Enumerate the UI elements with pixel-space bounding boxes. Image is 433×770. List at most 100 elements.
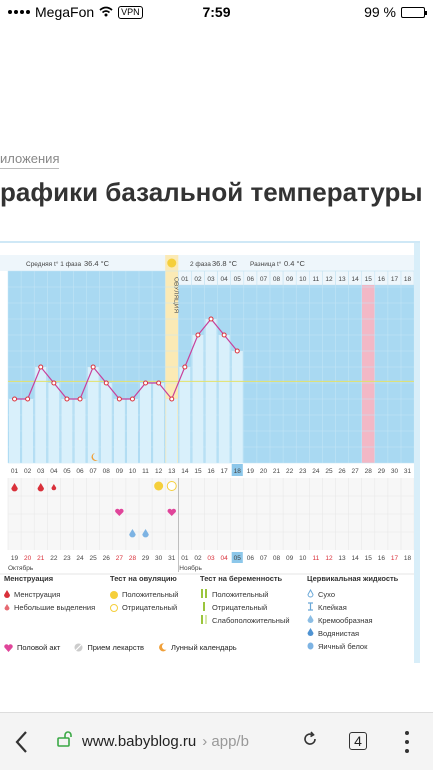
cycle-day-label: 13 [338,276,346,283]
legend-item: Лунный календарь [171,643,237,652]
day-label: 06 [76,468,84,475]
cycle-day-label: 07 [260,276,268,283]
browser-toolbar: www.babyblog.ru › app/b 4 [0,712,433,770]
negative-circle-icon [110,603,118,612]
date-label: 12 [325,555,333,562]
temperature-bar [126,399,138,463]
legend-item: Небольшие выделения [14,603,96,612]
clock: 7:59 [202,4,231,20]
temperature-bar [74,399,86,463]
double-stripe-icon [200,589,208,600]
egg-white-drop-icon [142,529,149,538]
date-label: 08 [273,555,281,562]
temperature-bar [87,367,99,463]
temperature-bar [179,367,191,463]
date-label: 25 [90,555,98,562]
temperature-bar [48,383,60,463]
date-label: 07 [260,555,268,562]
date-label: 28 [129,555,137,562]
day-label: 23 [299,468,307,475]
heart-icon [115,508,124,516]
legend-item: Яичный белок [318,642,368,651]
cycle-day-label: 05 [234,276,242,283]
more-menu-button[interactable] [402,727,412,757]
day-label: 08 [103,468,111,475]
day-label: 31 [404,468,412,475]
temperature-point [25,396,31,402]
day-label: 17 [221,468,229,475]
cycle-day-label: 18 [404,276,412,283]
temperature-bar [166,399,178,463]
temperature-bar [205,319,217,463]
blood-drop-icon [37,483,44,492]
positive-ovulation-test-icon [154,481,164,491]
lock-icon [56,731,76,751]
day-label: 02 [24,468,32,475]
day-label: 01 [11,468,19,475]
temperature-point [129,396,135,402]
day-label: 16 [207,468,215,475]
day-label: 04 [50,468,58,475]
cycle-day-label: 12 [325,276,333,283]
temperature-point [169,396,175,402]
blood-drop-icon [11,483,18,492]
faint-stripe-icon [200,615,208,626]
date-label: 03 [207,555,215,562]
month-label-october: Октябрь [8,564,34,572]
date-label: 23 [63,555,71,562]
ovulation-marker-icon [167,258,177,268]
legend-item: Отрицательный [212,603,268,612]
legend-item: Водянистая [318,629,360,638]
temperature-point [221,332,227,338]
url-host: www.babyblog.ru [82,732,197,750]
date-label: 22 [50,555,58,562]
date-label: 19 [11,555,19,562]
day-label: 22 [286,468,294,475]
status-bar: MegaFon VPN 7:59 99 % [0,0,433,24]
date-label: 21 [37,555,45,562]
day-label: 15 [194,468,202,475]
day-label: 09 [116,468,124,475]
date-label: 10 [299,555,307,562]
legend-item: Кремообразная [318,616,373,625]
legend-events: Половой акт Прием лекарств Лунный календ… [4,643,237,652]
breadcrumb-link[interactable]: иложения [0,151,60,169]
day-label: 12 [155,468,163,475]
back-button[interactable] [12,729,32,755]
day-label: 13 [168,468,176,475]
temperature-bar [100,383,112,463]
tabs-button[interactable]: 4 [343,729,373,753]
date-label: 11 [312,555,319,562]
highlight-column [361,285,375,463]
date-label: 29 [142,555,150,562]
day-label: 18 [234,468,242,475]
legend-item: Отрицательный [122,603,178,612]
legend-item: Прием лекарств [87,643,145,652]
current-day-highlight [231,464,243,476]
temperature-point [103,380,109,386]
battery-icon [401,6,427,18]
date-label: 06 [247,555,255,562]
legend-title: Менструация [4,574,54,583]
phase1-value: 36.4 °C [84,259,110,268]
cycle-day-label: 06 [247,276,255,283]
temperature-bar [231,351,243,463]
moon-icon [91,453,99,461]
bbt-chart-panel: Средняя t° 1 фаза 36.4 °C 2 фаза 36.8 °C Раз… [0,243,420,663]
blood-drop-icon [4,589,10,600]
date-label: 14 [352,555,360,562]
cycle-day-label: 09 [286,276,294,283]
url-path: › app/b [202,732,249,750]
temperature-point [195,332,201,338]
date-label: 05 [234,555,242,562]
cycle-day-label: 10 [299,276,307,283]
day-label: 27 [352,468,360,475]
temperature-line [14,318,238,401]
address-bar[interactable]: www.babyblog.ru › app/b [56,727,318,755]
creamy-icon [307,615,314,626]
date-label: 15 [365,555,373,562]
diff-label: Разница t° [250,260,282,268]
dry-drop-icon [307,588,314,600]
carrier-name: MegaFon [35,4,95,20]
reload-icon[interactable] [302,731,318,751]
